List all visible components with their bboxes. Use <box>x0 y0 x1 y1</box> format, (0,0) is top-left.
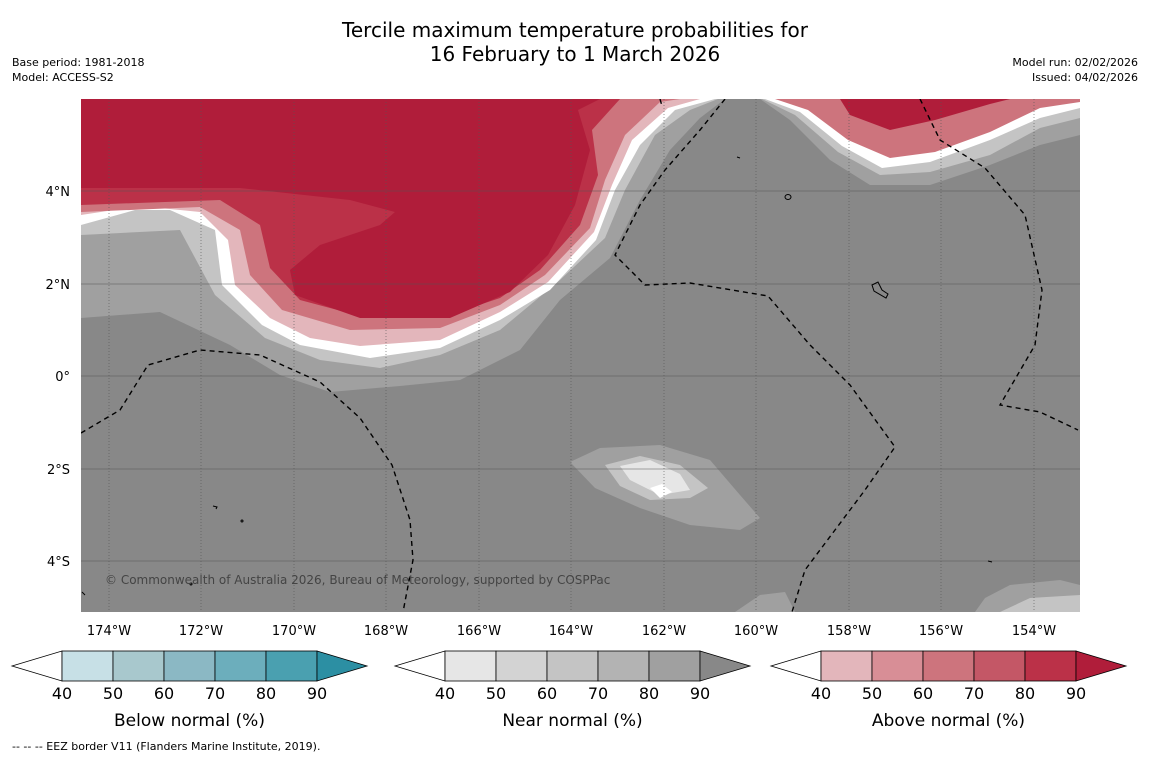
colorbar-segment <box>546 650 599 682</box>
colorbar-tick-label: 50 <box>486 684 506 703</box>
colorbar-extend-low <box>769 650 822 682</box>
eez-border-4 <box>659 99 663 107</box>
above-normal-80 <box>81 99 600 318</box>
lat-labels: 4°N 2°N 0° 2°S 4°S <box>46 185 71 570</box>
colorbar-segment <box>495 650 548 682</box>
colorbar-tick-label: 90 <box>1066 684 1086 703</box>
near-normal-patch-bottom <box>735 592 795 612</box>
gridlines <box>81 190 1080 562</box>
island-4 <box>240 519 244 523</box>
meta-right: Model run: 02/02/2026 Issued: 04/02/2026 <box>1012 55 1138 85</box>
colorbar-title: Below normal (%) <box>114 711 265 731</box>
lon-label-168w: 168°W <box>364 624 408 639</box>
colorbar-tick-label: 70 <box>588 684 608 703</box>
colorbar-tick-label: 80 <box>1015 684 1035 703</box>
colorbar-segment <box>265 650 318 682</box>
lat-label-4s: 4°S <box>47 555 70 570</box>
lat-label-2n: 2°N <box>46 278 71 293</box>
colorbar-segment <box>214 650 267 682</box>
chart-title: Tercile maximum temperature probabilitie… <box>0 18 1150 66</box>
island-5 <box>189 582 193 586</box>
colorbar-extend-low <box>393 650 446 682</box>
colorbar-group: 40 50 60 70 80 90 Below normal (%) 40 50 60 70 80 90… <box>10 650 1128 731</box>
lon-label-160w: 160°W <box>734 624 778 639</box>
colorbar-tick-label: 40 <box>811 684 831 703</box>
lon-label-158w: 158°W <box>827 624 871 639</box>
eez-borders <box>81 99 1079 612</box>
colorbar-2: 40 50 60 70 80 90 Near normal (%) <box>393 650 752 731</box>
colorbar-tick-label: 70 <box>205 684 225 703</box>
eez-border-2 <box>614 99 896 612</box>
lon-label-174w: 174°W <box>87 624 131 639</box>
colorbar-title: Near normal (%) <box>502 711 642 731</box>
base-period: Base period: 1981-2018 <box>12 56 145 69</box>
island-2 <box>871 281 889 299</box>
colorbar-3: 40 50 60 70 80 90 Above normal (%) <box>769 650 1128 731</box>
meta-left: Base period: 1981-2018 Model: ACCESS-S2 <box>12 55 144 85</box>
colorbar-segment <box>112 650 165 682</box>
island-6 <box>987 560 993 563</box>
colorbar-tick-label: 60 <box>154 684 174 703</box>
title-line-1: Tercile maximum temperature probabilitie… <box>342 18 808 42</box>
model-run: Model run: 02/02/2026 <box>1012 56 1138 69</box>
colorbar-tick-label: 80 <box>256 684 276 703</box>
copyright-text: © Commonwealth of Australia 2026, Bureau… <box>105 573 610 587</box>
island-3 <box>212 505 218 510</box>
colorbar-tick-label: 50 <box>862 684 882 703</box>
colorbar-extend-high <box>699 650 752 682</box>
above-normal-right-80 <box>840 99 1010 130</box>
colorbar-tick-label: 90 <box>690 684 710 703</box>
colorbar-segment <box>871 650 924 682</box>
lon-label-154w: 154°W <box>1012 624 1056 639</box>
lon-labels: 174°W 172°W 170°W 168°W 166°W 164°W 162°… <box>87 624 1056 639</box>
island-1 <box>784 194 792 200</box>
near-normal-patch-se-corner-inner <box>1000 595 1080 612</box>
title-line-2: 16 February to 1 March 2026 <box>429 42 721 66</box>
lon-label-172w: 172°W <box>179 624 223 639</box>
colorbar-segment <box>61 650 114 682</box>
colorbar-tick-label: 60 <box>537 684 557 703</box>
colorbar-1: 40 50 60 70 80 90 Below normal (%) <box>10 650 369 731</box>
colorbar-segment <box>1024 650 1077 682</box>
colorbar-title: Above normal (%) <box>872 711 1025 731</box>
colorbar-extend-high <box>1075 650 1128 682</box>
map-area: © Commonwealth of Australia 2026, Bureau… <box>81 99 1080 612</box>
colorbar-segment <box>163 650 216 682</box>
colorbar-tick-label: 60 <box>913 684 933 703</box>
colorbar-segment <box>444 650 497 682</box>
lon-label-166w: 166°W <box>457 624 501 639</box>
lon-label-156w: 156°W <box>919 624 963 639</box>
colorbar-segment <box>820 650 873 682</box>
colorbar-tick-label: 70 <box>964 684 984 703</box>
lon-label-162w: 162°W <box>642 624 686 639</box>
colorbar-tick-label: 40 <box>52 684 72 703</box>
colorbar-extend-high <box>316 650 369 682</box>
lat-label-2s: 2°S <box>47 463 70 478</box>
model-name: Model: ACCESS-S2 <box>12 71 114 84</box>
island-7 <box>736 156 741 159</box>
colorbar-tick-label: 80 <box>639 684 659 703</box>
colorbar-tick-label: 50 <box>103 684 123 703</box>
eez-border-1 <box>81 349 414 612</box>
lat-label-0: 0° <box>55 370 70 385</box>
lat-label-4n: 4°N <box>46 185 71 200</box>
clim-patch-south <box>650 484 672 498</box>
issued-date: Issued: 04/02/2026 <box>1031 71 1138 84</box>
colorbar-segment <box>597 650 650 682</box>
lon-label-170w: 170°W <box>272 624 316 639</box>
colorbar-segment <box>922 650 975 682</box>
footnote: -- -- -- EEZ border V11 (Flanders Marine… <box>12 740 321 753</box>
eez-border-3 <box>919 99 1079 431</box>
colorbar-segment <box>973 650 1026 682</box>
colorbar-segment <box>648 650 701 682</box>
colorbar-tick-label: 40 <box>435 684 455 703</box>
island-8 <box>81 591 86 596</box>
islands <box>81 156 993 596</box>
colorbar-tick-label: 90 <box>307 684 327 703</box>
colorbar-extend-low <box>10 650 63 682</box>
lon-label-164w: 164°W <box>549 624 593 639</box>
